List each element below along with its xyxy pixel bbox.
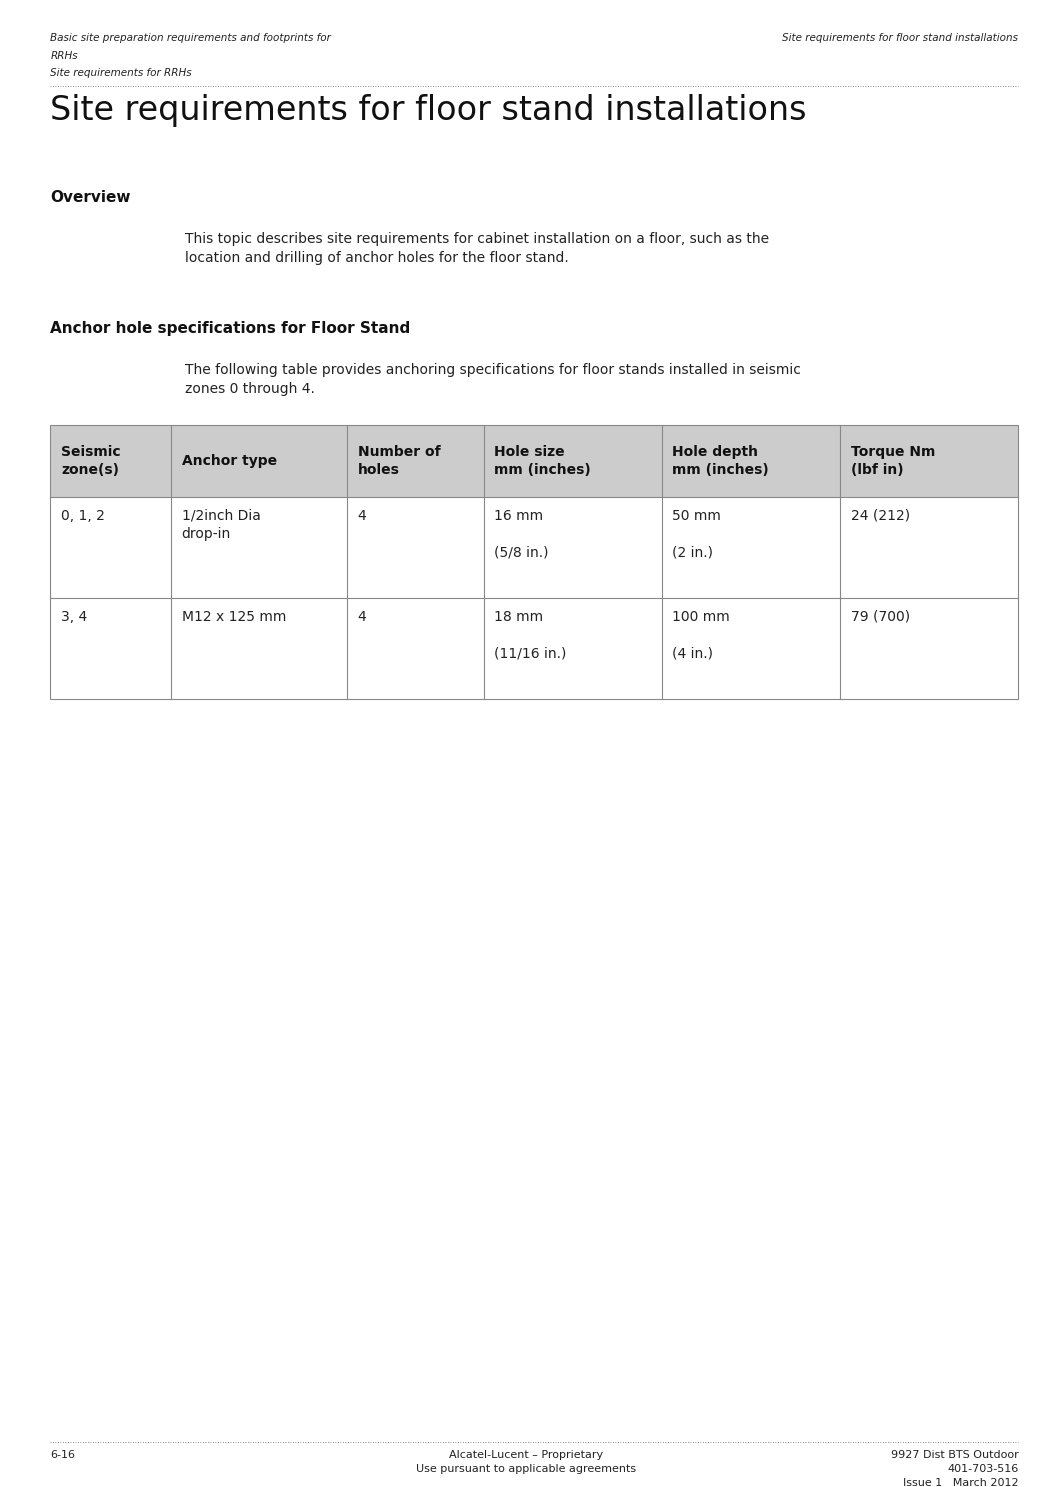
Text: Anchor hole specifications for Floor Stand: Anchor hole specifications for Floor Sta… xyxy=(50,321,410,336)
Bar xyxy=(50,497,1018,598)
Text: 18 mm

(11/16 in.): 18 mm (11/16 in.) xyxy=(494,610,566,660)
Text: 9927 Dist BTS Outdoor
401-703-516
Issue 1   March 2012: 9927 Dist BTS Outdoor 401-703-516 Issue … xyxy=(891,1450,1018,1487)
Text: 4: 4 xyxy=(358,509,366,522)
Text: 4: 4 xyxy=(358,610,366,623)
Text: Number of
holes: Number of holes xyxy=(358,445,441,477)
Text: Overview: Overview xyxy=(50,190,132,205)
Text: 79 (700): 79 (700) xyxy=(851,610,910,623)
Text: RRHs: RRHs xyxy=(50,51,78,61)
Text: 24 (212): 24 (212) xyxy=(851,509,910,522)
Text: This topic describes site requirements for cabinet installation on a floor, such: This topic describes site requirements f… xyxy=(185,232,769,265)
Text: Site requirements for floor stand installations: Site requirements for floor stand instal… xyxy=(50,94,807,126)
Text: Basic site preparation requirements and footprints for: Basic site preparation requirements and … xyxy=(50,33,331,43)
Text: 3, 4: 3, 4 xyxy=(61,610,87,623)
Text: Alcatel-Lucent – Proprietary
Use pursuant to applicable agreements: Alcatel-Lucent – Proprietary Use pursuan… xyxy=(416,1450,636,1474)
Text: Anchor type: Anchor type xyxy=(182,454,277,468)
Text: 1/2inch Dia
drop-in: 1/2inch Dia drop-in xyxy=(182,509,261,541)
Text: M12 x 125 mm: M12 x 125 mm xyxy=(182,610,286,623)
Text: Hole size
mm (inches): Hole size mm (inches) xyxy=(494,445,591,477)
Text: Site requirements for RRHs: Site requirements for RRHs xyxy=(50,68,193,79)
Text: Torque Nm
(lbf in): Torque Nm (lbf in) xyxy=(851,445,935,477)
Bar xyxy=(50,425,1018,699)
Text: Hole depth
mm (inches): Hole depth mm (inches) xyxy=(672,445,769,477)
Text: 6-16: 6-16 xyxy=(50,1450,76,1460)
Text: Site requirements for floor stand installations: Site requirements for floor stand instal… xyxy=(783,33,1018,43)
Text: 50 mm

(2 in.): 50 mm (2 in.) xyxy=(672,509,722,559)
Bar xyxy=(50,598,1018,699)
Text: 0, 1, 2: 0, 1, 2 xyxy=(61,509,105,522)
Bar xyxy=(50,425,1018,497)
Text: 16 mm

(5/8 in.): 16 mm (5/8 in.) xyxy=(494,509,548,559)
Text: Seismic
zone(s): Seismic zone(s) xyxy=(61,445,121,477)
Text: 100 mm

(4 in.): 100 mm (4 in.) xyxy=(672,610,730,660)
Text: The following table provides anchoring specifications for floor stands installed: The following table provides anchoring s… xyxy=(185,363,801,396)
